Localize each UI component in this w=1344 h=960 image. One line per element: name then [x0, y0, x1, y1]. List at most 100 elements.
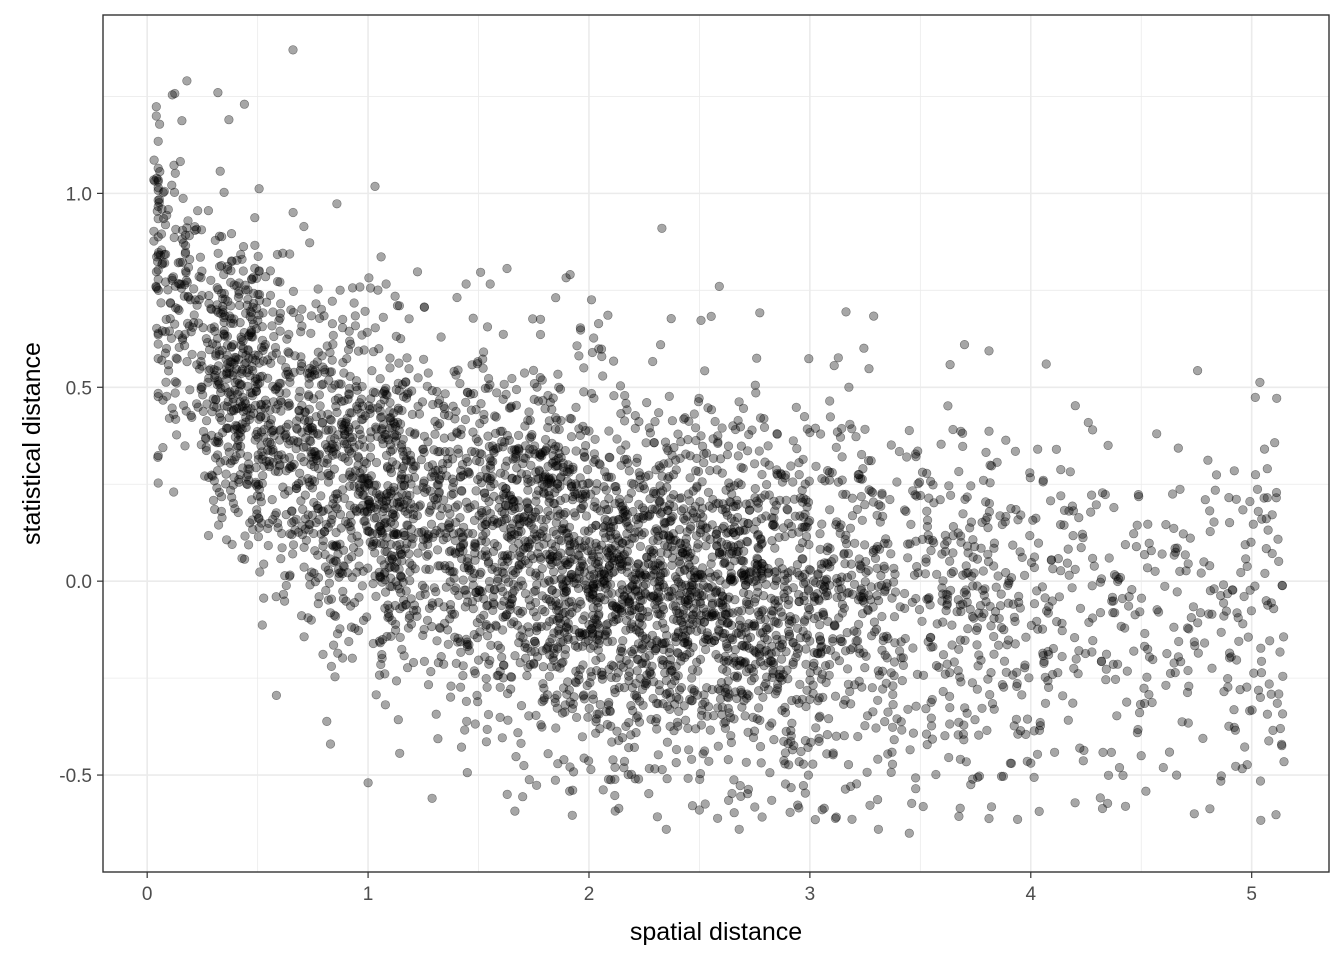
- data-point: [483, 631, 493, 641]
- data-point: [474, 585, 484, 596]
- data-point: [475, 627, 485, 637]
- data-point: [655, 481, 665, 491]
- data-point: [877, 611, 887, 622]
- data-point: [423, 549, 433, 560]
- data-point: [553, 369, 563, 379]
- data-point: [552, 505, 563, 515]
- data-point: [766, 593, 776, 604]
- data-point: [335, 539, 345, 549]
- data-point: [215, 166, 225, 176]
- data-point: [671, 605, 681, 616]
- data-point: [544, 594, 554, 605]
- data-point: [622, 529, 632, 539]
- data-point: [560, 707, 570, 717]
- data-point: [712, 525, 722, 536]
- data-point: [666, 515, 676, 526]
- data-point: [308, 456, 318, 466]
- data-point: [915, 490, 926, 501]
- data-point: [586, 564, 597, 575]
- data-point: [900, 603, 910, 614]
- data-point: [691, 607, 701, 617]
- data-point: [753, 498, 764, 508]
- data-point: [783, 568, 793, 578]
- data-point: [776, 470, 787, 480]
- data-point: [717, 702, 727, 712]
- data-point: [1277, 580, 1287, 591]
- data-point: [544, 616, 555, 627]
- data-point: [209, 322, 219, 332]
- data-point: [291, 444, 301, 454]
- data-point: [622, 615, 632, 626]
- data-point: [725, 575, 735, 585]
- data-point: [522, 498, 532, 508]
- data-point: [617, 585, 628, 595]
- data-point: [234, 300, 245, 311]
- data-point: [680, 549, 691, 559]
- data-point: [1065, 467, 1075, 477]
- data-point: [368, 486, 378, 496]
- data-point: [180, 341, 190, 351]
- data-point: [823, 714, 834, 724]
- data-point: [805, 565, 816, 575]
- data-point: [217, 232, 227, 242]
- data-point: [645, 428, 656, 438]
- data-point: [822, 546, 832, 556]
- data-point: [621, 625, 631, 635]
- data-point: [1245, 585, 1255, 595]
- data-point: [603, 310, 613, 320]
- data-point: [453, 444, 463, 454]
- data-point: [390, 291, 400, 301]
- data-point: [328, 494, 339, 504]
- data-point: [483, 600, 493, 610]
- data-point: [359, 516, 369, 526]
- data-point: [278, 248, 288, 258]
- data-point: [500, 470, 510, 480]
- data-point: [587, 347, 598, 358]
- data-point: [223, 423, 233, 433]
- data-point: [296, 327, 306, 337]
- data-point: [163, 285, 173, 295]
- data-point: [1238, 619, 1248, 629]
- data-point: [730, 645, 740, 655]
- data-point: [397, 644, 407, 655]
- data-point: [327, 296, 337, 306]
- data-point: [253, 315, 263, 326]
- data-point: [831, 731, 841, 741]
- data-point: [831, 442, 841, 453]
- data-point: [161, 343, 172, 354]
- data-point: [229, 472, 239, 483]
- data-point: [227, 256, 237, 266]
- data-point: [333, 565, 343, 575]
- data-point: [1152, 605, 1162, 615]
- data-point: [448, 489, 458, 499]
- data-point: [715, 598, 726, 608]
- data-point: [1035, 721, 1045, 731]
- data-point: [1257, 514, 1267, 524]
- data-point: [553, 550, 563, 561]
- data-point: [485, 460, 495, 470]
- data-point: [648, 693, 658, 704]
- data-point: [545, 596, 556, 607]
- data-point: [276, 406, 286, 416]
- data-point: [1002, 640, 1012, 650]
- data-point: [283, 347, 293, 357]
- data-point: [803, 742, 813, 753]
- data-point: [727, 633, 737, 643]
- data-point: [206, 275, 216, 285]
- data-point: [610, 806, 620, 816]
- data-point: [722, 610, 732, 620]
- data-point: [497, 551, 508, 561]
- data-point: [1103, 770, 1114, 780]
- data-point: [219, 187, 229, 197]
- data-point: [750, 621, 760, 631]
- data-point: [152, 173, 162, 183]
- data-point: [624, 466, 634, 476]
- data-point: [429, 493, 439, 503]
- data-point: [663, 531, 674, 542]
- data-point: [254, 266, 264, 276]
- data-point: [385, 581, 395, 591]
- data-point: [721, 639, 732, 649]
- data-point: [353, 453, 364, 463]
- data-point: [452, 292, 462, 303]
- data-point: [703, 487, 714, 498]
